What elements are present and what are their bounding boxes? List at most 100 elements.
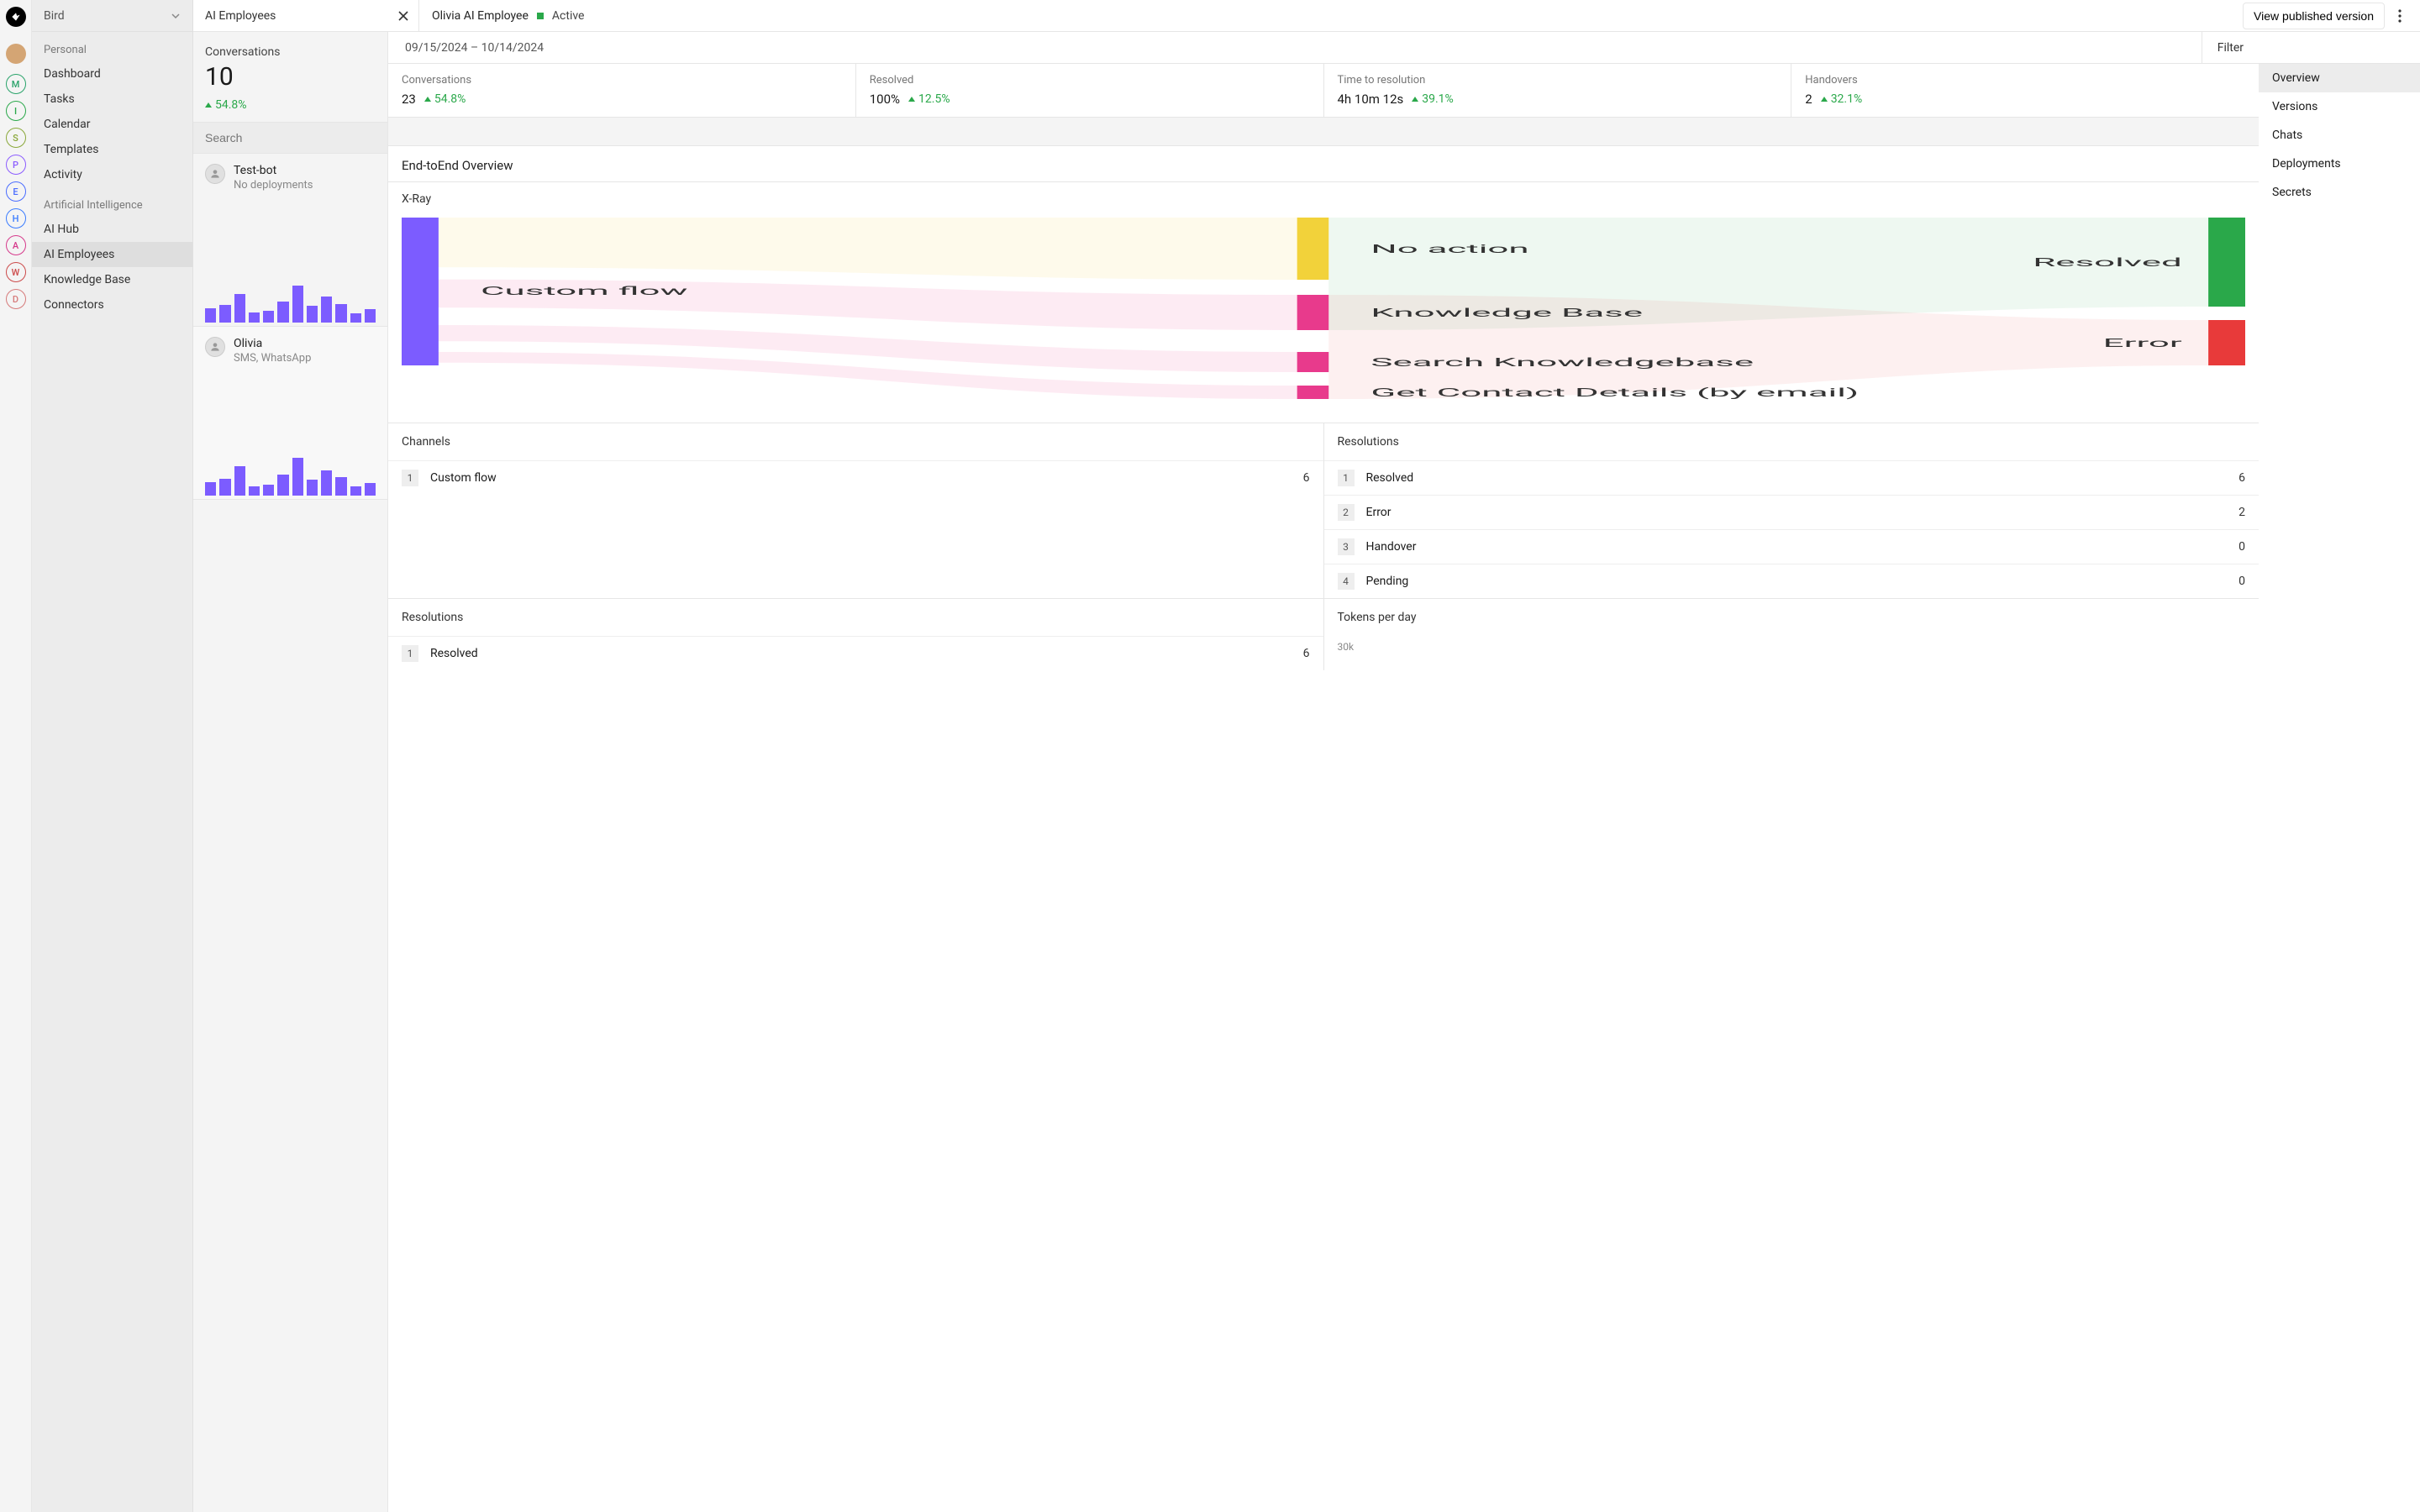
rank-badge: 4 [1338, 573, 1355, 590]
workspace-chip[interactable]: P [6, 155, 26, 175]
sidebar-item-tasks[interactable]: Tasks [32, 87, 192, 112]
list-label: Custom flow [430, 471, 1303, 485]
list-count: 2 [2238, 506, 2245, 519]
up-triangle-icon [205, 102, 212, 108]
list-count: 6 [2238, 471, 2245, 485]
brand-logo[interactable] [6, 7, 26, 27]
page-title: Olivia AI Employee [432, 9, 529, 23]
status-indicator-icon [537, 13, 544, 19]
employee-avatar-icon [205, 337, 225, 357]
list-label: Resolved [430, 647, 1303, 660]
list-row: 2Error2 [1324, 495, 2260, 529]
workspace-chip[interactable]: A [6, 235, 26, 255]
list-count: 0 [2238, 540, 2245, 554]
workspace-chip[interactable]: S [6, 128, 26, 148]
employee-subtitle: No deployments [234, 179, 313, 192]
employees-column: AI Employees Conversations 10 54.8% Test… [193, 0, 388, 1512]
kpi-label: Resolved [870, 74, 1310, 87]
list-count: 6 [1303, 471, 1310, 485]
sankey-chart: Custom flowNo actionKnowledge BaseSearch… [402, 218, 2245, 402]
sidebar-item-knowledge-base[interactable]: Knowledge Base [32, 267, 192, 292]
filter-button[interactable]: Filter [2202, 32, 2259, 63]
svg-text:Resolved: Resolved [2033, 255, 2182, 269]
list-label: Resolved [1366, 471, 2239, 485]
close-panel-button[interactable] [387, 0, 419, 32]
sidebar-item-ai-employees[interactable]: AI Employees [32, 242, 192, 267]
svg-text:Search Knowledgebase: Search Knowledgebase [1370, 355, 1754, 369]
date-range[interactable]: 09/15/2024 – 10/14/2024 [388, 41, 2202, 55]
status-text: Active [552, 9, 585, 23]
employees-column-title: AI Employees [205, 9, 276, 23]
tokens-title: Tokens per day [1324, 599, 2260, 636]
view-published-button[interactable]: View published version [2243, 3, 2385, 29]
rank-badge: 1 [1338, 470, 1355, 486]
svg-text:No action: No action [1370, 242, 1528, 255]
workspace-switcher[interactable]: Bird [32, 0, 192, 32]
employee-mini-chart [205, 276, 376, 326]
employee-name: Olivia [234, 337, 311, 350]
right-menu-secrets[interactable]: Secrets [2259, 178, 2420, 207]
stat-label: Conversations [205, 45, 376, 59]
sidebar-section-label: Personal [32, 32, 192, 61]
right-menu-versions[interactable]: Versions [2259, 92, 2420, 121]
kpi-handovers: Handovers 2 32.1% [1791, 64, 2259, 117]
employee-search-input[interactable] [193, 123, 387, 153]
sidebar-item-templates[interactable]: Templates [32, 137, 192, 162]
user-avatar[interactable] [6, 44, 26, 64]
list-row: 1Resolved6 [388, 636, 1323, 670]
workspace-chip[interactable]: I [6, 101, 26, 121]
kpi-delta: 32.1% [1821, 92, 1863, 106]
stat-value: 10 [205, 62, 376, 92]
workspace-chip[interactable]: D [6, 289, 26, 309]
kpi-value: 23 [402, 92, 416, 107]
rank-badge: 2 [1338, 504, 1355, 521]
xray-title: X-Ray [388, 182, 2259, 214]
sidebar: Bird PersonalDashboardTasksCalendarTempl… [32, 0, 193, 1512]
workspace-chip[interactable]: E [6, 181, 26, 202]
list-count: 6 [1303, 647, 1310, 660]
employee-subtitle: SMS, WhatsApp [234, 352, 311, 365]
channels-panel: Channels 1Custom flow6 [388, 423, 1324, 598]
list-label: Pending [1366, 575, 2239, 588]
list-row: 1 Resolved6 [1324, 460, 2260, 495]
resolutions-panel-2: Resolutions 1Resolved6 [388, 599, 1324, 670]
employee-card[interactable]: Olivia SMS, WhatsApp [193, 327, 387, 500]
employee-card[interactable]: Test-bot No deployments [193, 154, 387, 327]
sidebar-item-activity[interactable]: Activity [32, 162, 192, 187]
list-label: Error [1366, 506, 2239, 519]
kpi-delta: 39.1% [1412, 92, 1454, 106]
sidebar-item-connectors[interactable]: Connectors [32, 292, 192, 318]
right-menu-overview[interactable]: Overview [2259, 64, 2420, 92]
resolutions-title: Resolutions [1324, 423, 2260, 460]
right-menu-deployments[interactable]: Deployments [2259, 150, 2420, 178]
resolutions-panel: Resolutions 1Resolved62Error23Handover04… [1324, 423, 2260, 598]
more-menu-button[interactable] [2388, 4, 2412, 28]
right-menu-chats[interactable]: Chats [2259, 121, 2420, 150]
main-content: Olivia AI Employee Active View published… [388, 0, 2420, 1512]
sidebar-item-dashboard[interactable]: Dashboard [32, 61, 192, 87]
workspace-chip[interactable]: W [6, 262, 26, 282]
sidebar-item-ai-hub[interactable]: AI Hub [32, 217, 192, 242]
workspace-chip[interactable]: H [6, 208, 26, 228]
list-row: 1 Custom flow6 [388, 460, 1323, 495]
chevron-down-icon [171, 11, 181, 21]
app-rail: MISPEHAWD [0, 0, 32, 1512]
employee-name: Test-bot [234, 164, 313, 177]
kpi-resolved: Resolved 100% 12.5% [856, 64, 1324, 117]
kpi-value: 100% [870, 92, 900, 107]
list-label: Handover [1366, 540, 2239, 554]
employee-mini-chart [205, 449, 376, 499]
rank-badge: 1 [402, 470, 418, 486]
spacer [388, 118, 2259, 146]
tokens-y-axis-label: 30k [1324, 636, 2260, 658]
kpi-label: Handovers [1805, 74, 2245, 87]
svg-text:Knowledge Base: Knowledge Base [1370, 306, 1643, 319]
kpi-time-to-resolution: Time to resolution 4h 10m 12s 39.1% [1324, 64, 1792, 117]
sidebar-item-calendar[interactable]: Calendar [32, 112, 192, 137]
kpi-delta: 12.5% [908, 92, 950, 106]
list-row: 4Pending0 [1324, 564, 2260, 598]
right-nav-panel: OverviewVersionsChatsDeploymentsSecrets [2259, 32, 2420, 670]
kpi-label: Conversations [402, 74, 842, 87]
workspace-chip[interactable]: M [6, 74, 26, 94]
rank-badge: 3 [1338, 538, 1355, 555]
